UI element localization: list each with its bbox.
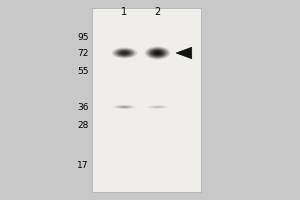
Ellipse shape: [154, 51, 161, 55]
Ellipse shape: [120, 106, 129, 108]
Ellipse shape: [116, 105, 133, 109]
Text: 72: 72: [77, 48, 88, 58]
Polygon shape: [176, 47, 192, 59]
Text: 55: 55: [77, 66, 88, 75]
Ellipse shape: [112, 47, 137, 58]
Bar: [92, 8, 201, 192]
Ellipse shape: [147, 105, 168, 109]
Ellipse shape: [118, 106, 131, 108]
Text: 17: 17: [77, 160, 88, 170]
Ellipse shape: [151, 106, 164, 108]
Ellipse shape: [112, 105, 136, 109]
Ellipse shape: [151, 49, 164, 57]
Ellipse shape: [145, 46, 170, 60]
Text: 36: 36: [77, 102, 88, 112]
Ellipse shape: [119, 51, 130, 55]
Text: 2: 2: [154, 7, 160, 17]
Ellipse shape: [149, 106, 166, 108]
Text: 28: 28: [77, 121, 88, 130]
Ellipse shape: [147, 47, 168, 59]
Ellipse shape: [153, 106, 162, 108]
Ellipse shape: [122, 106, 128, 108]
Text: 1: 1: [122, 7, 128, 17]
Ellipse shape: [154, 106, 160, 108]
Ellipse shape: [114, 48, 135, 58]
Ellipse shape: [116, 49, 134, 57]
Ellipse shape: [118, 50, 131, 56]
Ellipse shape: [152, 50, 163, 56]
Ellipse shape: [121, 52, 128, 54]
Ellipse shape: [148, 48, 166, 58]
Text: 95: 95: [77, 32, 88, 42]
Ellipse shape: [114, 105, 135, 109]
